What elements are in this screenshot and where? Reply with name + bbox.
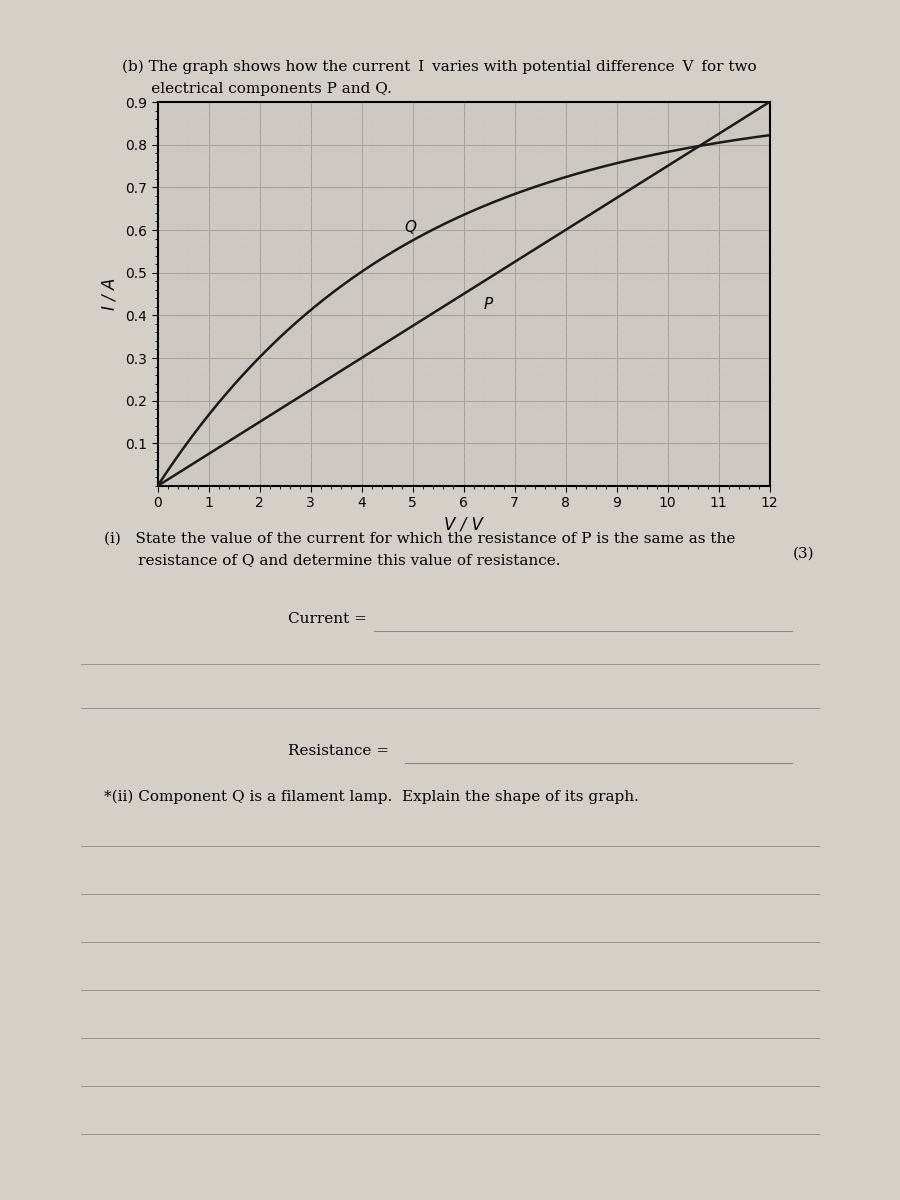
Text: Q: Q (405, 220, 417, 235)
Y-axis label: I / A: I / A (100, 278, 118, 310)
Text: electrical components P and Q.: electrical components P and Q. (122, 82, 392, 96)
Text: P: P (484, 296, 493, 312)
Text: Resistance =: Resistance = (288, 744, 394, 758)
Text: Current =: Current = (288, 612, 372, 626)
Text: (i)   State the value of the current for which the resistance of P is the same a: (i) State the value of the current for w… (104, 532, 735, 546)
Text: (b) The graph shows how the current  I  varies with potential difference  V  for: (b) The graph shows how the current I va… (122, 60, 756, 74)
Text: resistance of Q and determine this value of resistance.: resistance of Q and determine this value… (104, 553, 560, 568)
Text: (3): (3) (793, 547, 814, 560)
X-axis label: V / V: V / V (444, 516, 483, 534)
Text: *(ii) Component Q is a filament lamp.  Explain the shape of its graph.: *(ii) Component Q is a filament lamp. Ex… (104, 790, 638, 804)
